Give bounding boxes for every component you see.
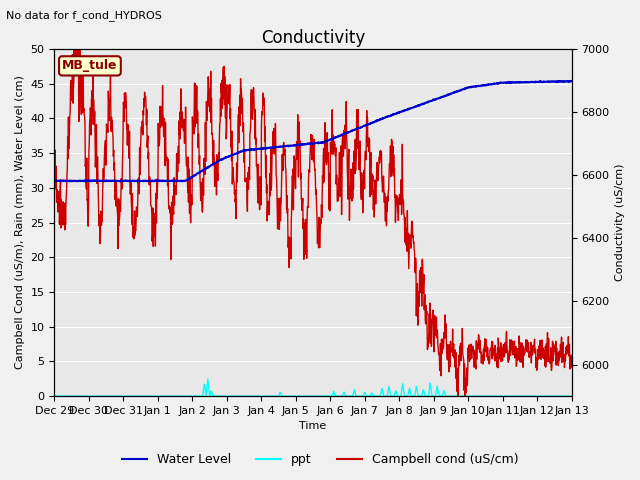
- Y-axis label: Campbell Cond (uS/m), Rain (mm), Water Level (cm): Campbell Cond (uS/m), Rain (mm), Water L…: [15, 76, 25, 370]
- Y-axis label: Conductivity (uS/cm): Conductivity (uS/cm): [615, 164, 625, 281]
- X-axis label: Time: Time: [300, 421, 326, 432]
- Text: No data for f_cond_HYDROS: No data for f_cond_HYDROS: [6, 10, 163, 21]
- Title: Conductivity: Conductivity: [261, 29, 365, 48]
- Legend: Water Level, ppt, Campbell cond (uS/cm): Water Level, ppt, Campbell cond (uS/cm): [116, 448, 524, 471]
- Text: MB_tule: MB_tule: [62, 60, 118, 72]
